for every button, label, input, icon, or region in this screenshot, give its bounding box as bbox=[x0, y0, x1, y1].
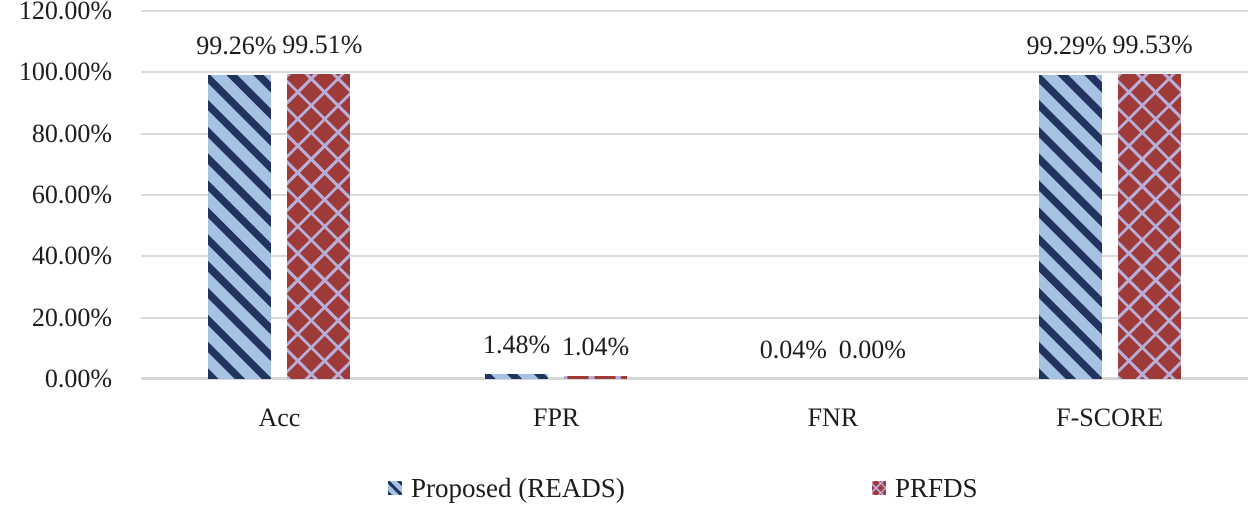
y-axis-tick-label: 100.00% bbox=[18, 57, 112, 87]
x-axis-line bbox=[141, 377, 1248, 380]
bar-prfds-f-score bbox=[1117, 73, 1181, 379]
gridline bbox=[141, 255, 1248, 258]
legend-marker-prfds-icon bbox=[872, 481, 886, 495]
legend-item-proposed-reads: Proposed (READS) bbox=[388, 472, 625, 504]
bar-proposed-reads-acc bbox=[208, 74, 272, 379]
bar-prfds-acc bbox=[287, 73, 351, 379]
bar-proposed-reads-f-score bbox=[1038, 74, 1102, 379]
data-label-prfds-f-score: 99.53% bbox=[1112, 29, 1193, 59]
data-label-proposed-reads-acc: 99.26% bbox=[196, 30, 277, 60]
legend-item-prfds: PRFDS bbox=[872, 472, 978, 504]
legend-label-proposed-reads: Proposed (READS) bbox=[411, 472, 625, 503]
data-label-proposed-reads-fpr: 1.48% bbox=[483, 330, 551, 360]
legend-marker-proposed-reads-icon bbox=[388, 481, 402, 495]
data-label-proposed-reads-fnr: 0.04% bbox=[759, 334, 827, 364]
gridline bbox=[141, 132, 1248, 135]
plot-area: 99.26% 99.51% 1.48% 1.04% 0.04% 0.00% 99.29% 99… bbox=[141, 10, 1248, 380]
gridline bbox=[141, 10, 1248, 12]
bar-proposed-reads-fpr bbox=[485, 374, 549, 379]
x-axis-label-acc: Acc bbox=[258, 403, 301, 432]
y-axis-tick-label: 60.00% bbox=[31, 180, 112, 209]
bar-prfds-fpr bbox=[564, 375, 628, 379]
data-label-prfds-fpr: 1.04% bbox=[562, 331, 630, 361]
y-axis-tick-label: 0.00% bbox=[44, 364, 112, 393]
legend-label-prfds: PRFDS bbox=[895, 472, 978, 503]
data-label-proposed-reads-f-score: 99.29% bbox=[1026, 30, 1107, 60]
data-label-prfds-fnr: 0.00% bbox=[838, 335, 906, 364]
y-axis-tick-label: 20.00% bbox=[31, 302, 112, 332]
y-axis-tick-label: 120.00% bbox=[18, 0, 112, 25]
x-axis-label-fpr: FPR bbox=[532, 403, 580, 432]
data-label-prfds-acc: 99.51% bbox=[282, 29, 363, 59]
x-axis-label-fnr: FNR bbox=[807, 403, 859, 432]
gridline bbox=[141, 316, 1248, 319]
y-axis-tick-label: 80.00% bbox=[31, 118, 112, 148]
x-axis-label-f-score: F-SCORE bbox=[1056, 403, 1164, 432]
y-axis-tick-label: 40.00% bbox=[31, 241, 112, 271]
gridline bbox=[141, 194, 1248, 196]
gridline bbox=[141, 71, 1248, 74]
